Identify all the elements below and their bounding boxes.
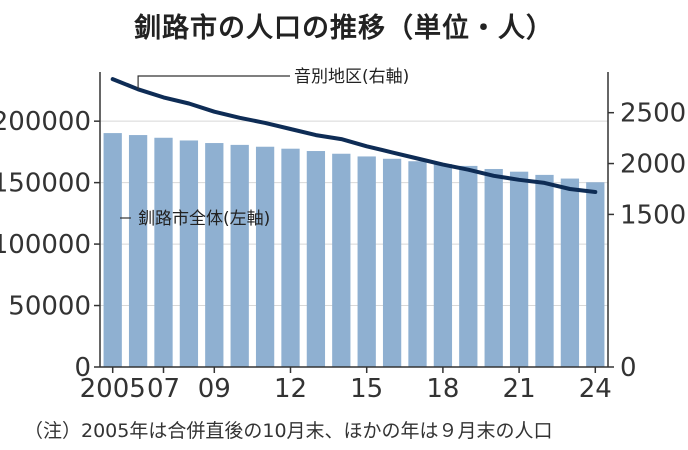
line-label-leader [137, 75, 290, 90]
right-tick-label: 2500 [620, 99, 686, 129]
bar [484, 168, 503, 367]
left-tick-label: 0 [74, 353, 91, 383]
line-series-label: 音別地区(右軸) [294, 67, 409, 87]
bar [179, 140, 199, 367]
x-tick-label: 24 [579, 374, 612, 404]
bar [332, 153, 351, 367]
left-tick-label: 150000 [0, 169, 91, 199]
x-tick-label: 12 [274, 374, 307, 404]
bar [509, 171, 529, 367]
line-series [110, 77, 598, 194]
bar [408, 161, 427, 367]
x-tick-label: 18 [426, 374, 459, 404]
left-tick-label: 100000 [0, 230, 91, 260]
bar [560, 178, 580, 367]
bar [586, 182, 605, 367]
x-tick-label: 15 [350, 374, 383, 404]
right-tick-label: 2000 [620, 150, 686, 180]
chart-title: 釧路市の人口の推移（単位・人） [134, 13, 554, 44]
left-tick-label: 50000 [8, 292, 91, 322]
bar [255, 146, 275, 367]
right-tick-label: 1500 [620, 200, 686, 230]
bar [205, 143, 224, 367]
left-tick-label: 200000 [0, 107, 91, 137]
bar [103, 133, 122, 367]
bar [306, 151, 326, 367]
footnote: （注）2005年は合併直後の10月末、ほかの年は９月末の人口 [24, 420, 553, 442]
bar [230, 144, 249, 367]
bar [433, 164, 453, 367]
bar [535, 174, 554, 367]
bar [128, 135, 148, 367]
x-tick-label: 09 [198, 374, 231, 404]
bar [357, 156, 376, 367]
x-tick-label: 07 [147, 374, 180, 404]
bar [459, 165, 478, 367]
x-tick-label: 2005 [80, 374, 146, 404]
bar [154, 137, 173, 367]
right-tick-label: 0 [620, 353, 637, 383]
x-tick-label: 21 [503, 374, 536, 404]
bar [281, 148, 300, 367]
bar [382, 158, 402, 367]
bar-series-label: 釧路市全体(左軸) [138, 209, 270, 229]
